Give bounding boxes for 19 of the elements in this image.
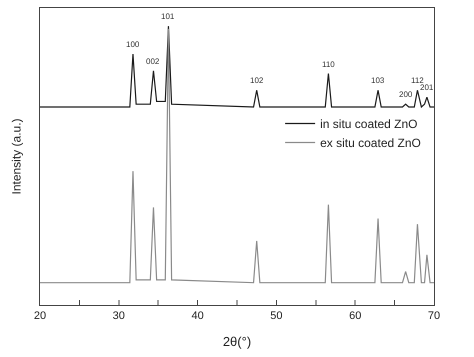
legend-label: in situ coated ZnO: [320, 117, 418, 132]
x-tick-label: 70: [428, 310, 440, 322]
x-tick-label: 40: [191, 310, 204, 322]
x-tick-label: 50: [270, 310, 283, 322]
annotation: 102: [250, 76, 264, 85]
x-axis-title: 2θ(°): [222, 334, 252, 349]
annotation: 103: [371, 76, 385, 85]
x-tick-label: 60: [349, 310, 362, 322]
x-tick-label: 30: [112, 310, 125, 322]
annotation: 101: [161, 12, 175, 21]
annotation: 002: [146, 57, 160, 66]
y-axis-title: Intensity (a.u.): [9, 118, 24, 195]
annotation: 100: [126, 40, 140, 49]
x-tick-label: 20: [34, 310, 46, 322]
annotation: 201: [420, 83, 434, 92]
annotation: 112: [411, 76, 424, 85]
annotation: 110: [322, 60, 336, 69]
legend-label: ex situ coated ZnO: [320, 136, 421, 150]
annotation: 200: [399, 90, 413, 99]
